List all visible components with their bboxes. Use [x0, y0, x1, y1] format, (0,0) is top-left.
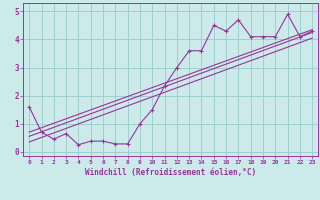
X-axis label: Windchill (Refroidissement éolien,°C): Windchill (Refroidissement éolien,°C) — [85, 168, 256, 177]
